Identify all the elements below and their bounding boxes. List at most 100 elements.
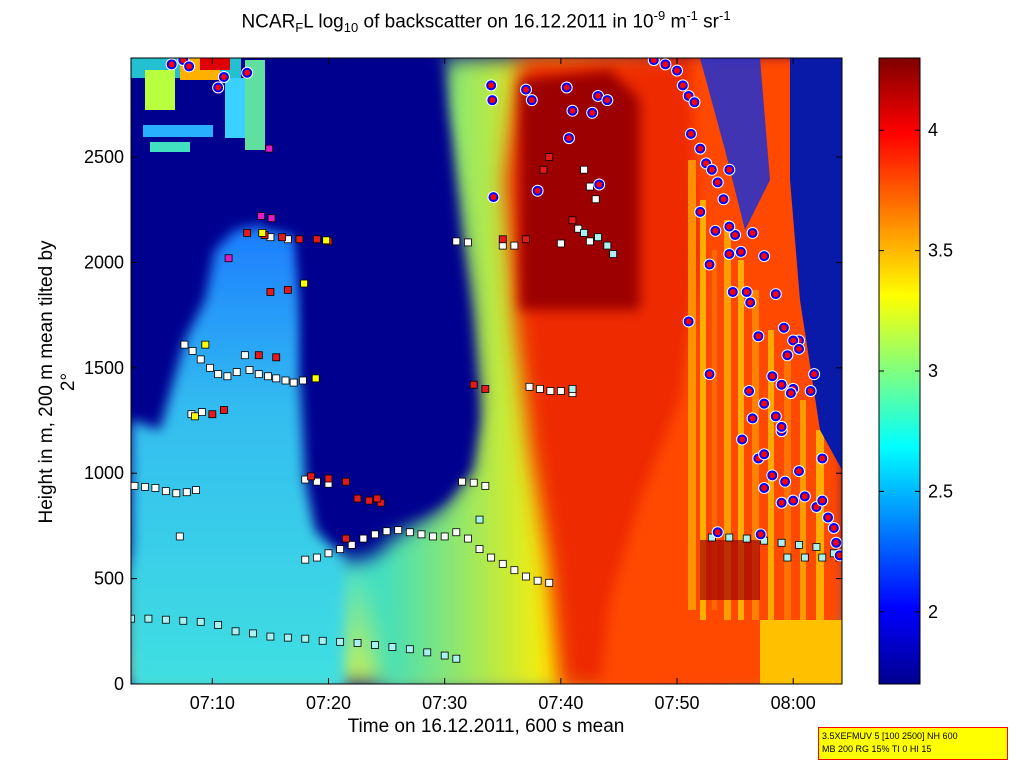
layer-marker (580, 165, 588, 174)
layer-marker (405, 645, 414, 654)
layer-marker (458, 477, 467, 486)
layer-marker (299, 376, 307, 385)
layer-marker (300, 279, 309, 288)
layer-marker (603, 241, 612, 250)
layer-marker (180, 340, 189, 349)
layer-marker (272, 353, 281, 362)
layer-marker (188, 347, 197, 355)
layer-marker (312, 553, 321, 562)
cloud-marker (706, 164, 717, 175)
cloud-marker (587, 107, 598, 118)
x-axis-label: Time on 16.12.2011, 600 s mean (347, 716, 625, 737)
layer-marker (475, 515, 484, 524)
cloud-marker (737, 434, 748, 445)
y-tick-label: 2000 (84, 252, 124, 272)
cloud-marker (213, 82, 224, 93)
annotation-line-2: MB 200 RG 15% TI 0 HI 15 (822, 744, 932, 754)
layer-marker (800, 553, 809, 562)
cloud-marker (689, 97, 700, 108)
layer-marker (568, 216, 577, 225)
y-axis-label: Height in m, 200 m mean tilted by 2° (36, 240, 79, 524)
layer-marker (464, 238, 472, 247)
cloud-marker (753, 331, 764, 342)
cloud-marker (782, 350, 793, 361)
cloud-marker (724, 249, 735, 260)
layer-marker (609, 250, 618, 258)
cloud-marker (747, 227, 758, 238)
layer-marker (301, 555, 310, 564)
cloud-marker (834, 550, 842, 561)
cloud-marker (704, 369, 715, 380)
cloud-marker (672, 65, 683, 76)
cloud-marker (828, 523, 839, 534)
layer-marker (206, 363, 214, 372)
settings-annotation: 3.5XEFMUV 5 [100 2500] NH 600 MB 200 RG … (818, 727, 1008, 760)
layer-marker (232, 368, 241, 376)
cloud-marker (724, 221, 735, 232)
colorbar-tick-label: 2.5 (928, 481, 953, 501)
layer-marker (353, 494, 362, 503)
layer-marker (272, 374, 281, 383)
layer-marker (179, 616, 188, 625)
layer-marker (594, 233, 602, 242)
layer-marker (585, 237, 594, 246)
cloud-marker (488, 192, 499, 203)
layer-marker (469, 380, 478, 389)
cloud-marker (770, 411, 781, 422)
cloud-marker (521, 84, 531, 95)
layer-marker (353, 638, 362, 647)
cloud-marker (695, 143, 706, 154)
layer-marker (556, 387, 565, 395)
cloud-marker (677, 80, 688, 91)
cloud-marker (563, 133, 574, 144)
cloud-marker (712, 177, 723, 188)
layer-marker (283, 633, 292, 642)
layer-marker (452, 654, 461, 663)
layer-marker (545, 153, 554, 161)
colorbar-tick-label: 3 (928, 361, 938, 381)
colorbar-tick-label: 4 (928, 120, 938, 140)
layer-marker (214, 621, 223, 629)
layer-marker (243, 229, 252, 237)
cloud-marker (794, 466, 805, 477)
layer-marker (254, 351, 263, 360)
layer-marker (240, 351, 249, 360)
layer-marker (481, 385, 490, 393)
layer-marker (536, 385, 544, 393)
layer-marker (371, 530, 379, 539)
layer-marker (812, 543, 821, 551)
cloud-marker (780, 476, 791, 487)
cloud-marker (695, 206, 706, 217)
layer-marker (440, 532, 449, 541)
cloud-marker (166, 59, 177, 70)
cloud-marker (730, 230, 741, 241)
cloud-marker (747, 413, 758, 424)
layer-marker (192, 486, 200, 494)
layer-marker (359, 534, 368, 543)
layer-marker (429, 532, 437, 541)
layer-marker (525, 382, 534, 391)
layer-marker (464, 534, 472, 543)
cloud-marker (788, 335, 799, 346)
colorbar-axis: 2 2.5 3 3.5 4 (879, 120, 953, 622)
layer-marker (725, 533, 734, 542)
cloud-marker (785, 388, 796, 399)
cloud-marker (778, 322, 789, 333)
layer-marker (257, 212, 266, 220)
y-tick-label: 1500 (84, 358, 124, 378)
cloud-marker (685, 128, 696, 139)
colorbar-tick-label: 2 (928, 602, 938, 622)
layer-marker (312, 235, 321, 244)
cloud-marker (776, 421, 787, 432)
layer-marker (568, 385, 577, 393)
layer-marker (487, 553, 496, 562)
layer-marker (190, 412, 199, 421)
cloud-marker (759, 398, 770, 409)
layer-marker (265, 144, 274, 153)
layer-marker (469, 478, 478, 487)
cloud-marker (776, 379, 787, 390)
layer-marker (214, 370, 223, 379)
layer-marker (322, 236, 331, 245)
layer-marker (522, 235, 530, 244)
